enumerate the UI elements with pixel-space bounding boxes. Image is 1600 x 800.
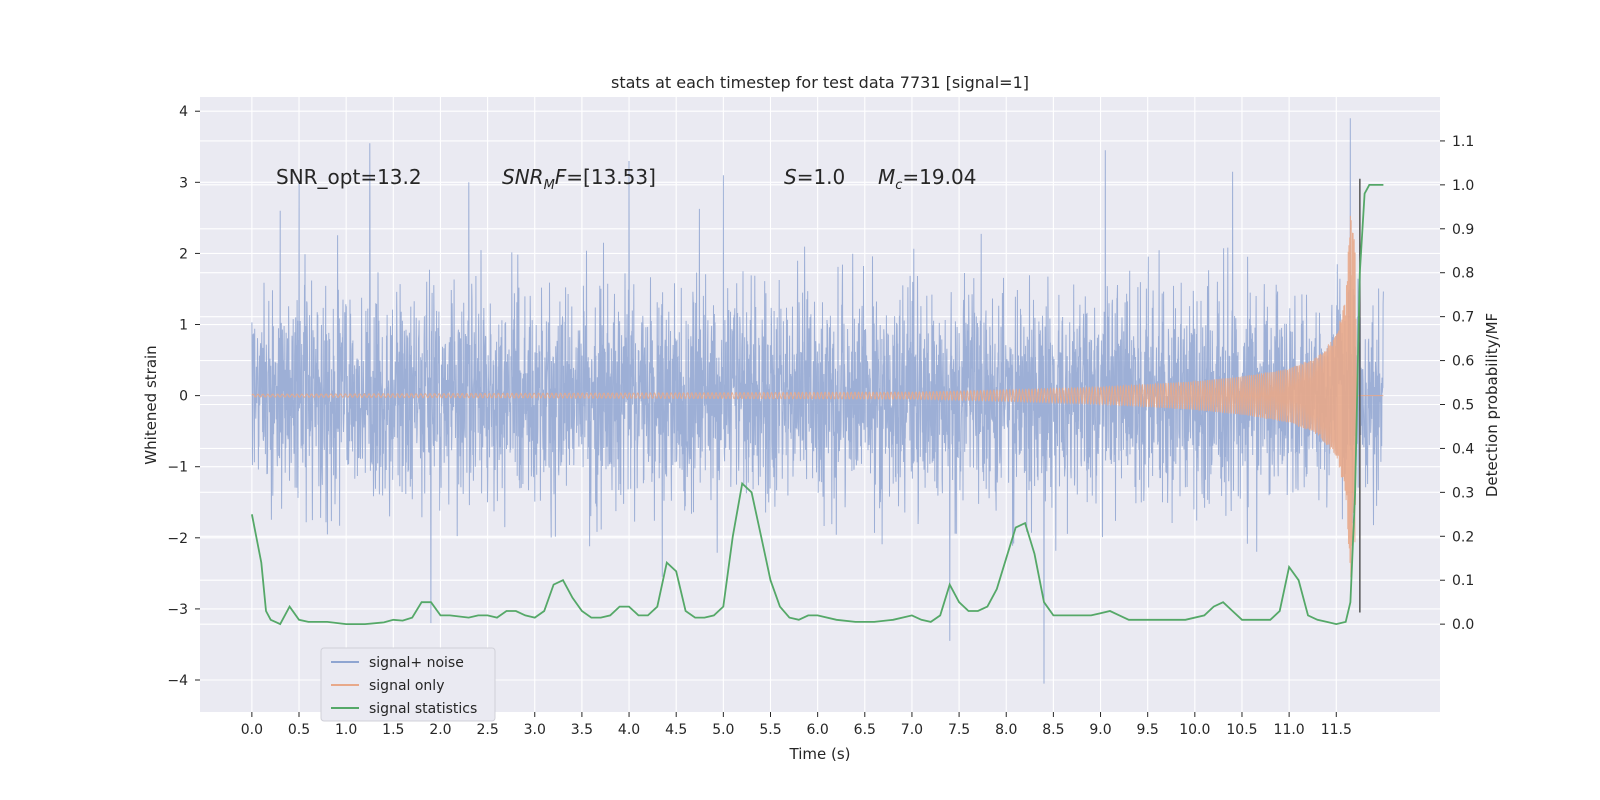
y-right-tick-label: 0.5 (1452, 398, 1474, 414)
mc-value: =19.04 (902, 165, 976, 189)
x-tick-label: 7.5 (948, 722, 970, 738)
y-right-tick-label: 0.1 (1452, 573, 1474, 589)
chart-title: stats at each timestep for test data 773… (611, 73, 1029, 92)
x-tick-label: 4.5 (665, 722, 687, 738)
x-tick-label: 3.0 (524, 722, 546, 738)
y-tick-label: 3 (179, 175, 188, 191)
x-tick-label: 3.5 (571, 722, 593, 738)
x-axis-ticks: 0.0 0.5 1.0 1.5 2.0 2.5 3.0 3.5 4.0 4.5 5.0 5.5 6.0 6… (241, 712, 1352, 738)
x-tick-label: 9.5 (1137, 722, 1159, 738)
y-tick-label: −4 (167, 673, 188, 689)
mc-symbol: M (878, 165, 895, 189)
series-signal-only (251, 215, 1384, 578)
y-right-tick-label: 0.3 (1452, 485, 1474, 501)
s-value: =1.0 (797, 165, 846, 189)
series-signal-statistics (251, 184, 1384, 626)
y-right-tick-label: 1.1 (1452, 134, 1474, 150)
y-right-tick-label: 0.0 (1452, 617, 1474, 633)
series-layer (251, 118, 1384, 684)
x-tick-label: 2.0 (429, 722, 451, 738)
annotation-s: S=1.0 (784, 165, 845, 189)
y-tick-label: 2 (179, 246, 188, 262)
x-tick-label: 7.0 (901, 722, 923, 738)
x-tick-label: 0.5 (288, 722, 310, 738)
x-tick-label: 2.5 (476, 722, 498, 738)
snr-mf-symbol-2: F (555, 165, 567, 189)
x-axis-label: Time (s) (789, 745, 851, 763)
legend: signal+ noise signal only signal statist… (320, 647, 496, 722)
y-tick-label: 1 (179, 318, 188, 334)
x-tick-label: 5.0 (712, 722, 734, 738)
x-tick-label: 6.5 (854, 722, 876, 738)
y-axis-ticks: 4 3 2 1 0 −1 −2 −3 −4 (167, 104, 200, 689)
y-right-tick-label: 0.9 (1452, 222, 1474, 238)
legend-label-stats: signal statistics (369, 701, 477, 717)
snr-mf-value: =[13.53] (566, 165, 656, 189)
y-tick-label: −3 (167, 602, 188, 618)
y-right-tick-label: 0.7 (1452, 310, 1474, 326)
y-axis-label: Whitened strain (142, 345, 160, 464)
x-tick-label: 8.5 (1042, 722, 1064, 738)
x-tick-label: 11.0 (1274, 722, 1305, 738)
annotation-snr-mf: SNRMF=[13.53] (502, 165, 656, 193)
snr-mf-symbol: SNR (502, 165, 544, 189)
annotation-mc: Mc=19.04 (878, 165, 976, 193)
snr-mf-subscript: M (544, 178, 555, 193)
x-tick-label: 8.0 (995, 722, 1017, 738)
x-tick-label: 4.0 (618, 722, 640, 738)
x-tick-label: 1.5 (382, 722, 404, 738)
y-tick-label: −1 (167, 460, 188, 476)
x-tick-label: 11.5 (1321, 722, 1352, 738)
mc-subscript: c (895, 178, 902, 193)
series-signal-noise (251, 118, 1384, 684)
annotation-snr-opt: SNR_opt=13.2 (276, 165, 422, 189)
y-right-tick-label: 0.2 (1452, 529, 1474, 545)
plot-area (251, 118, 1384, 684)
x-tick-label: 0.0 (241, 722, 263, 738)
y-right-tick-label: 0.8 (1452, 266, 1474, 282)
x-tick-label: 10.0 (1179, 722, 1210, 738)
s-symbol: S (784, 165, 797, 189)
y-tick-label: −2 (167, 531, 188, 547)
y-right-tick-label: 1.0 (1452, 178, 1474, 194)
y-axis-right-label: Detection probability/MF (1483, 313, 1501, 497)
y-right-tick-label: 0.4 (1452, 441, 1474, 457)
x-tick-label: 6.0 (807, 722, 829, 738)
y-tick-label: 0 (179, 389, 188, 405)
x-tick-label: 1.0 (335, 722, 357, 738)
y-axis-right-ticks: 1.1 1.0 0.9 0.8 0.7 0.6 0.5 0.4 0.3 0.2 0.1 0.0 (1440, 134, 1474, 633)
legend-label-noise: signal+ noise (369, 655, 464, 671)
y-tick-label: 4 (179, 104, 188, 120)
x-tick-label: 10.5 (1226, 722, 1257, 738)
x-tick-label: 9.0 (1089, 722, 1111, 738)
legend-label-signal: signal only (369, 678, 444, 694)
x-tick-label: 5.5 (759, 722, 781, 738)
y-right-tick-label: 0.6 (1452, 354, 1474, 370)
legend-box (320, 647, 496, 722)
